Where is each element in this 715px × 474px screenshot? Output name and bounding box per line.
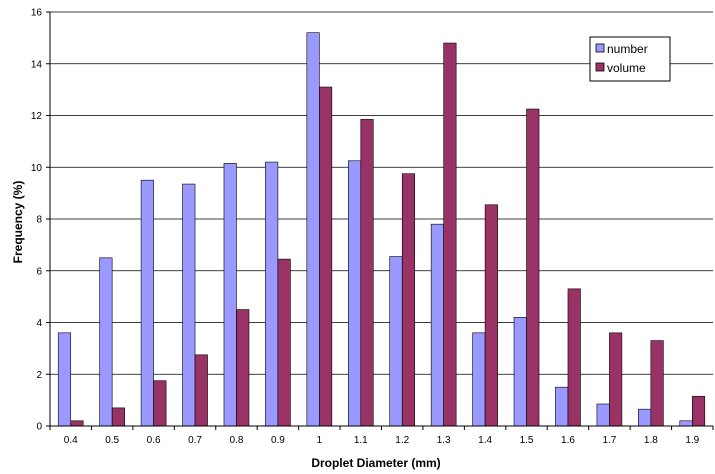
x-tick-label: 1.3 xyxy=(437,435,451,446)
bar-number-0.9 xyxy=(265,161,279,427)
bar-volume-1 xyxy=(319,86,333,427)
bar-volume-1.3 xyxy=(443,42,457,427)
x-tick-label: 1.4 xyxy=(478,435,492,446)
bar-volume-1.9 xyxy=(691,395,706,427)
bar-volume-1.6 xyxy=(567,288,581,427)
bar-number-1.1 xyxy=(347,160,362,427)
x-tick-label: 1.5 xyxy=(520,435,534,446)
bar-volume-1.4 xyxy=(484,204,498,427)
x-tick-label: 0.9 xyxy=(271,435,285,446)
bar-volume-1.5 xyxy=(526,108,540,427)
y-tick-label: 0 xyxy=(36,422,42,433)
bar-number-1.2 xyxy=(389,256,403,427)
x-tick-label: 1.8 xyxy=(644,435,658,446)
bar-number-0.7 xyxy=(182,183,196,427)
x-tick-label: 1.1 xyxy=(354,435,368,446)
y-tick-label: 4 xyxy=(36,318,42,329)
x-tick-label: 1.6 xyxy=(561,435,575,446)
y-tick-label: 6 xyxy=(36,266,42,277)
bar-volume-1.2 xyxy=(401,173,416,427)
legend: number volume xyxy=(589,36,671,82)
bar-number-0.5 xyxy=(99,257,113,427)
bar-volume-1.1 xyxy=(360,119,374,427)
bar-volume-0.9 xyxy=(277,258,291,427)
x-tick-label: 1.2 xyxy=(395,435,409,446)
bars xyxy=(57,32,706,427)
y-tick-labels: 0 2 4 6 8 10 12 14 16 xyxy=(31,8,43,433)
bar-volume-1.8 xyxy=(650,340,664,427)
bar-volume-0.8 xyxy=(236,309,250,427)
x-tick-labels: 0.4 0.5 0.6 0.7 0.8 0.9 1 1.1 1.2 1.3 1.4 1.5 1.6 1.7… xyxy=(64,435,700,446)
gridlines xyxy=(50,11,713,375)
y-axis-title: Frequency (%) xyxy=(11,181,25,264)
legend-swatch-volume xyxy=(595,62,605,72)
y-tick-label: 14 xyxy=(31,59,43,70)
bar-number-0.6 xyxy=(140,179,154,427)
legend-label-volume: volume xyxy=(607,61,646,75)
y-tick-label: 2 xyxy=(36,370,42,381)
x-axis-title: Droplet Diameter (mm) xyxy=(311,456,440,470)
x-tick-label: 0.4 xyxy=(64,435,78,446)
bar-volume-0.4 xyxy=(70,420,84,427)
y-tick-label: 16 xyxy=(31,8,43,19)
bar-number-1.3 xyxy=(430,223,444,427)
y-tick-label: 8 xyxy=(36,215,42,226)
y-tick-label: 10 xyxy=(31,163,43,174)
bar-number-1.7 xyxy=(596,403,610,427)
bar-number-1.8 xyxy=(638,408,652,427)
bar-volume-0.7 xyxy=(194,354,208,427)
bar-number-0.8 xyxy=(223,163,237,427)
bar-number-1.9 xyxy=(679,420,693,427)
bar-number-1.5 xyxy=(513,317,527,427)
bar-volume-1.7 xyxy=(609,332,623,427)
axes xyxy=(46,11,714,430)
bar-number-1.4 xyxy=(472,332,486,427)
bar-number-1 xyxy=(306,32,320,427)
x-tick-label: 1.9 xyxy=(685,435,699,446)
legend-label-number: number xyxy=(607,42,648,56)
y-tick-label: 12 xyxy=(31,111,43,122)
x-tick-label: 0.6 xyxy=(147,435,161,446)
bar-number-1.6 xyxy=(555,386,569,427)
bar-volume-0.6 xyxy=(153,380,167,427)
x-tick-label: 1 xyxy=(317,435,323,446)
x-tick-label: 0.7 xyxy=(188,435,202,446)
legend-swatch-number xyxy=(595,43,605,53)
x-tick-label: 0.5 xyxy=(105,435,119,446)
x-tick-label: 1.7 xyxy=(602,435,616,446)
bar-volume-0.5 xyxy=(111,407,125,427)
x-tick-label: 0.8 xyxy=(230,435,244,446)
bar-number-0.4 xyxy=(57,332,72,427)
